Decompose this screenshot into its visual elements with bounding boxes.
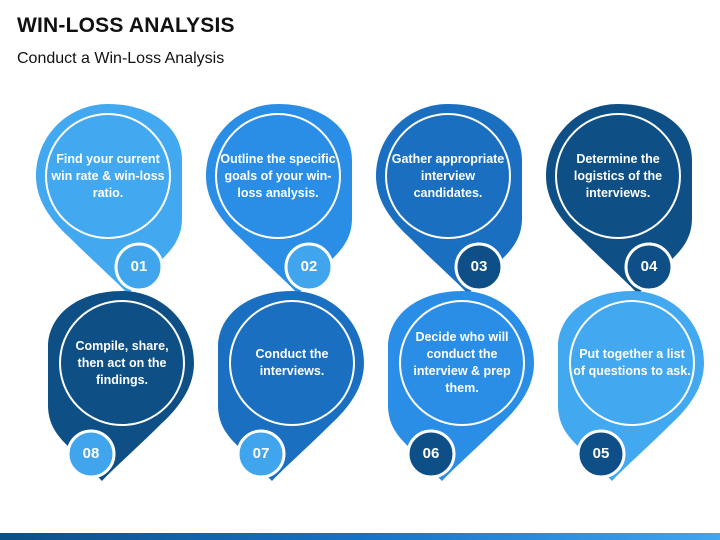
step-number: 04 (640, 258, 658, 275)
step-text: Compile, share, then act on the findings… (75, 338, 169, 387)
step-circle (229, 300, 355, 426)
step-shape (546, 104, 692, 294)
step-05: Put together a list of questions to ask.… (540, 285, 710, 485)
step-number-badge (576, 429, 626, 479)
step-number-badge (454, 242, 504, 292)
step-text: Put together a list of questions to ask. (573, 347, 691, 378)
step-06: Decide who will conduct the interview & … (370, 285, 540, 485)
step-circle (45, 113, 171, 239)
step-circle (215, 113, 341, 239)
step-circle (59, 300, 185, 426)
step-04: Determine the logistics of the interview… (540, 98, 710, 298)
bottom-accent-bar (0, 533, 720, 540)
step-number: 01 (130, 258, 148, 275)
step-text: Find your current win rate & win-loss ra… (51, 151, 165, 200)
step-number: 05 (592, 445, 610, 462)
step-text: Determine the logistics of the interview… (573, 151, 663, 200)
step-circle (385, 113, 511, 239)
step-text: Outline the specific goals of your win-l… (220, 151, 336, 200)
step-08: Compile, share, then act on the findings… (30, 285, 200, 485)
step-circle (569, 300, 695, 426)
step-number-badge (284, 242, 334, 292)
step-shape (206, 104, 352, 294)
step-shape (376, 104, 522, 294)
step-shape (388, 291, 534, 481)
page-subtitle: Conduct a Win-Loss Analysis (17, 50, 225, 67)
step-text: Conduct the interviews. (255, 347, 329, 378)
step-circle (399, 300, 525, 426)
step-circle (555, 113, 681, 239)
step-number-badge (624, 242, 674, 292)
step-number-badge (236, 429, 286, 479)
step-number-badge (406, 429, 456, 479)
step-text: Gather appropriate interview candidates. (391, 151, 505, 200)
step-number: 03 (470, 258, 488, 275)
step-number-badge (114, 242, 164, 292)
step-shape (36, 104, 182, 294)
step-02: Outline the specific goals of your win-l… (200, 98, 370, 298)
step-shape (558, 291, 704, 481)
page-title: WIN-LOSS ANALYSIS (17, 14, 235, 37)
step-shape (218, 291, 364, 481)
step-07: Conduct the interviews. 07 (200, 285, 370, 485)
step-text: Decide who will conduct the interview & … (413, 330, 511, 395)
step-01: Find your current win rate & win-loss ra… (30, 98, 200, 298)
step-number-badge (66, 429, 116, 479)
step-number: 06 (422, 445, 440, 462)
step-number: 07 (252, 445, 270, 462)
step-number: 02 (300, 258, 318, 275)
step-shape (48, 291, 194, 481)
step-03: Gather appropriate interview candidates.… (370, 98, 540, 298)
step-number: 08 (82, 445, 100, 462)
